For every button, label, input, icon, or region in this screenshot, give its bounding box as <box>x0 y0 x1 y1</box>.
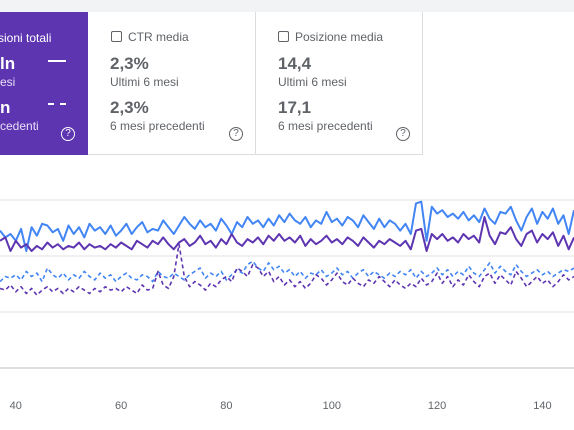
chart-series <box>0 200 574 296</box>
ctr-previous-caption: 6 mesi precedenti <box>110 119 205 133</box>
help-icon[interactable]: ? <box>229 127 243 141</box>
ctr-card-label: CTR media <box>128 30 189 44</box>
ctr-previous-value: 2,3% <box>110 98 149 117</box>
position-current-caption: Ultimi 6 mesi <box>278 75 347 89</box>
position-checkbox[interactable] <box>278 31 289 42</box>
position-previous-caption: 6 mesi precedenti <box>278 119 373 133</box>
ctr-current-value: 2,3% <box>110 54 149 73</box>
ctr-card[interactable]: CTR media 2,3% Ultimi 6 mesi 2,3% 6 mesi… <box>88 12 256 155</box>
impressions-card[interactable]: sioni totali ln esi n cedenti ? <box>0 12 88 155</box>
performance-chart: 40 60 80 100 120 140 <box>0 199 574 412</box>
x-tick-label: 40 <box>10 400 22 412</box>
impressions-previous-caption: cedenti <box>0 119 39 133</box>
position-card[interactable]: Posizione media 14,4 Ultimi 6 mesi 17,1 … <box>256 12 423 155</box>
current-series-legend-line <box>48 60 66 62</box>
ctr-checkbox[interactable] <box>111 31 122 42</box>
impressions-current-value: ln <box>0 54 16 73</box>
x-axis-ticks: 40 60 80 100 120 140 <box>10 400 552 412</box>
position-previous-value: 17,1 <box>278 98 312 117</box>
x-tick-label: 80 <box>220 400 232 412</box>
help-icon[interactable]: ? <box>396 127 410 141</box>
impressions-card-label: sioni totali <box>0 31 52 45</box>
previous-purple-series-line <box>0 243 574 296</box>
top-band <box>0 0 574 12</box>
x-tick-label: 140 <box>533 400 551 412</box>
ctr-current-caption: Ultimi 6 mesi <box>110 75 179 89</box>
previous-series-legend-line <box>48 103 66 105</box>
current-purple-series-line <box>0 216 574 252</box>
impressions-previous-value: n <box>0 98 11 117</box>
position-current-value: 14,4 <box>278 54 312 73</box>
impressions-current-caption: esi <box>0 75 16 89</box>
x-tick-label: 60 <box>115 400 127 412</box>
position-card-label: Posizione media <box>295 30 384 44</box>
chart-grid <box>0 199 574 369</box>
help-icon[interactable]: ? <box>61 127 75 141</box>
x-tick-label: 100 <box>323 400 341 412</box>
x-tick-label: 120 <box>428 400 446 412</box>
previous-blue-series-line <box>0 260 574 283</box>
current-blue-series-line <box>0 200 574 252</box>
